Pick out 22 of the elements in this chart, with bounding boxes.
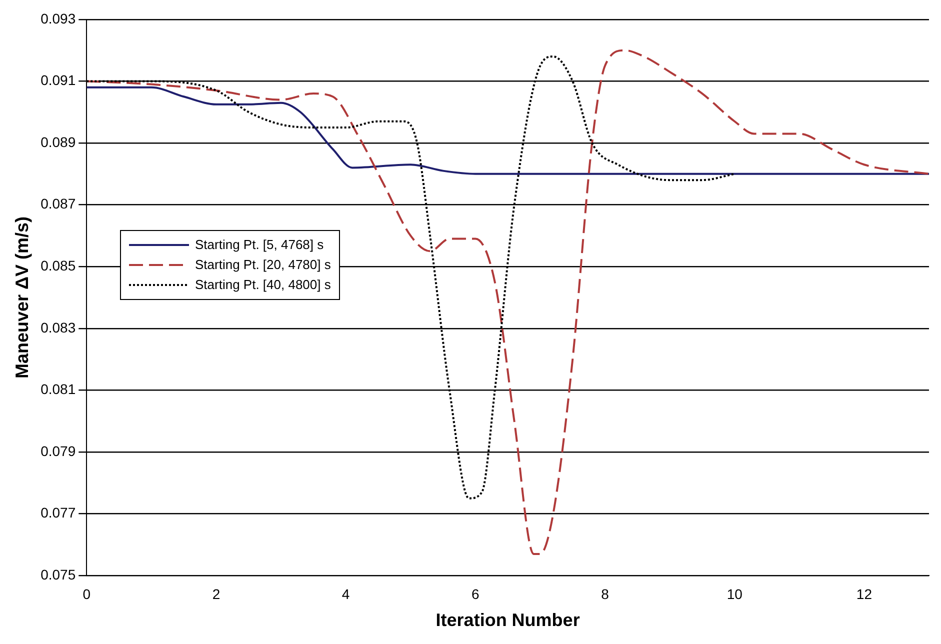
y-tick-label: 0.077 — [40, 504, 76, 521]
legend-label: Starting Pt. [40, 4800] s — [195, 276, 331, 294]
y-axis-title: Maneuver ΔV (m/s) — [12, 216, 32, 378]
x-tick-label: 10 — [726, 586, 743, 602]
x-tick-label: 0 — [82, 586, 91, 602]
y-tick-label: 0.081 — [40, 381, 76, 398]
y-tick-label: 0.075 — [40, 566, 76, 582]
x-tick-label: 2 — [212, 586, 220, 602]
x-tick-label: 4 — [342, 586, 350, 602]
y-tick-label: 0.091 — [40, 72, 76, 88]
x-tick-label: 8 — [601, 586, 610, 602]
y-tick-label: 0.089 — [40, 134, 76, 150]
y-tick-label: 0.079 — [40, 442, 76, 459]
y-tick-label: 0.085 — [40, 257, 76, 274]
y-tick-label: 0.083 — [40, 319, 76, 336]
x-tick-label: 6 — [472, 586, 480, 602]
x-axis-title: Iteration Number — [436, 610, 580, 630]
legend-label: Starting Pt. [20, 4780] s — [195, 256, 331, 274]
legend-label: Starting Pt. [5, 4768] s — [195, 236, 324, 254]
y-tick-label: 0.093 — [40, 10, 76, 26]
x-tick-label: 12 — [856, 586, 872, 602]
y-tick-label: 0.087 — [40, 196, 76, 212]
